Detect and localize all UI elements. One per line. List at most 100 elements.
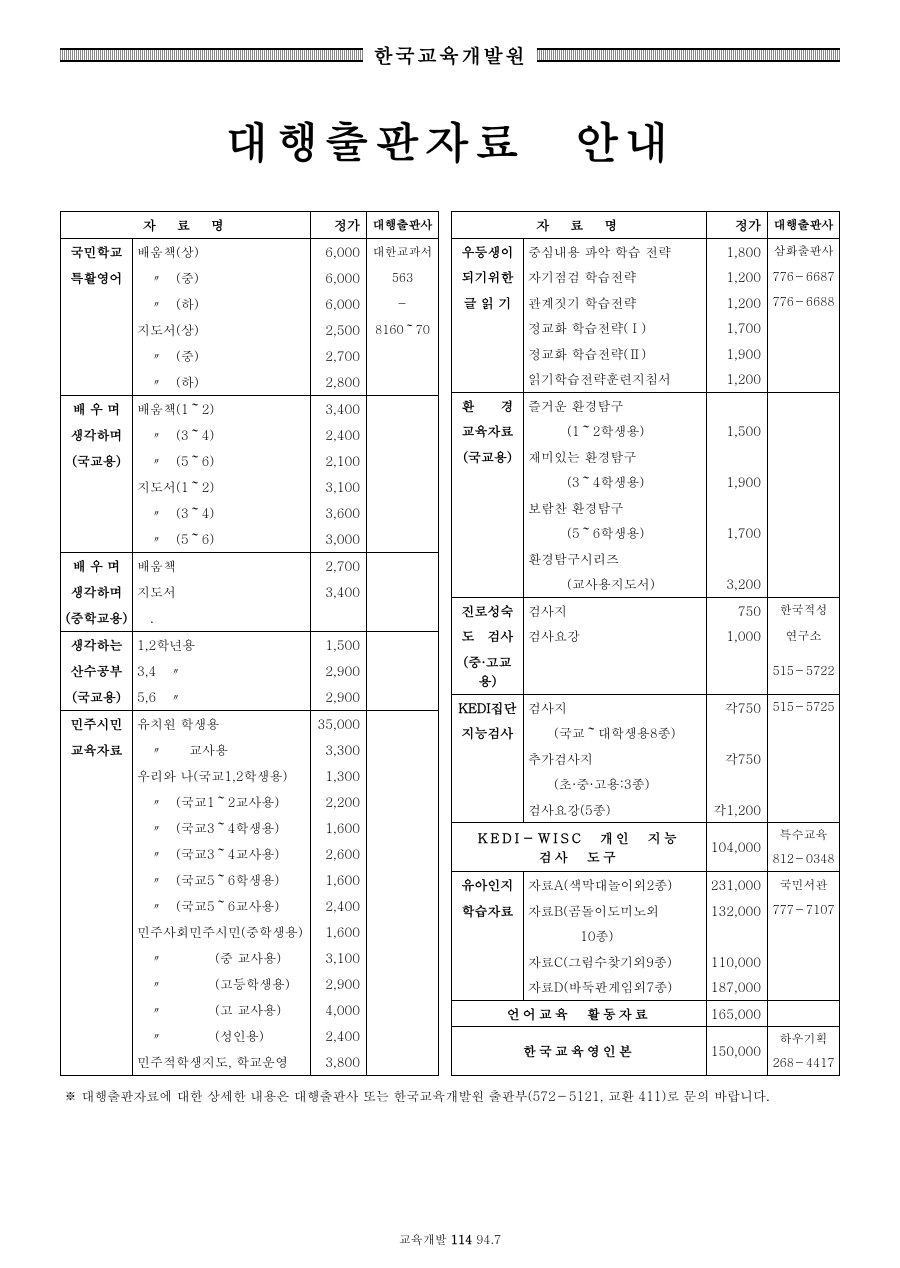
category-cell bbox=[61, 474, 133, 500]
category-cell: 배 우 며 bbox=[61, 395, 133, 422]
table-row: 자료C(그림수찾기외9종)110,000 bbox=[452, 949, 840, 975]
merged-title-cell: 언어교육 활동자료 bbox=[452, 1000, 707, 1027]
table-row: 〃 (성인용)2,400 bbox=[61, 1023, 439, 1049]
publisher-cell bbox=[768, 495, 840, 521]
category-cell bbox=[61, 919, 133, 945]
publisher-cell bbox=[367, 474, 439, 500]
table-row: 〃 (중 교사용)3,100 bbox=[61, 945, 439, 971]
item-cell: 〃 (고등학생용) bbox=[133, 971, 311, 997]
price-cell: 750 bbox=[706, 597, 767, 623]
publisher-cell bbox=[768, 418, 840, 444]
item-cell: 검사지 bbox=[524, 694, 707, 720]
category-cell: 생각하며 bbox=[61, 579, 133, 605]
item-cell: 〃 (하) bbox=[133, 291, 311, 317]
item-cell: (초·중·고용:3종) bbox=[524, 771, 707, 797]
price-cell: 6,000 bbox=[311, 265, 367, 291]
publisher-cell bbox=[367, 552, 439, 579]
publisher-cell bbox=[367, 658, 439, 684]
table-row: 민주사회민주시민(중학생용)1,600 bbox=[61, 919, 439, 945]
publisher-cell: 국민서관 bbox=[768, 872, 840, 898]
price-cell: 3,400 bbox=[311, 579, 367, 605]
publisher-cell: 268－4417 bbox=[768, 1051, 840, 1076]
price-cell: 2,200 bbox=[311, 789, 367, 815]
category-cell: 되기위한 bbox=[452, 264, 524, 290]
price-cell: 1,300 bbox=[311, 763, 367, 789]
item-cell: 자료D(바둑판게임외7종) bbox=[524, 974, 707, 1000]
item-cell: 10종) bbox=[524, 923, 707, 949]
item-cell: 재미있는 환경탐구 bbox=[524, 444, 707, 470]
price-cell: 3,200 bbox=[706, 571, 767, 597]
publisher-cell bbox=[367, 1049, 439, 1076]
header-band: 한국교육개발원 bbox=[60, 40, 840, 69]
table-row: 〃 (고등학생용)2,900 bbox=[61, 971, 439, 997]
category-cell bbox=[452, 746, 524, 772]
th-name: 자 료 명 bbox=[452, 212, 707, 239]
category-cell: 교육자료 bbox=[61, 737, 133, 763]
price-cell: 1,200 bbox=[706, 366, 767, 392]
publisher-cell: 777－7107 bbox=[768, 898, 840, 924]
category-cell: 우등생이 bbox=[452, 238, 524, 264]
category-cell bbox=[61, 945, 133, 971]
price-cell: 6,000 bbox=[311, 291, 367, 317]
table-row: 검사요강(5종)각1,200 bbox=[452, 797, 840, 823]
table-row: 지도서(1～2)3,100 bbox=[61, 474, 439, 500]
category-cell: 지능검사 bbox=[452, 720, 524, 746]
table-row: (초·중·고용:3종) bbox=[452, 771, 840, 797]
category-cell bbox=[61, 369, 133, 396]
table-row: 글 읽 기관계짓기 학습전략1,200776－6688 bbox=[452, 290, 840, 316]
item-cell: 지도서(상) bbox=[133, 317, 311, 343]
category-cell bbox=[452, 315, 524, 341]
item-cell: 〃 (하) bbox=[133, 369, 311, 396]
item-cell: 3,4 〃 bbox=[133, 658, 311, 684]
table-row: 특활영어 〃 (중)6,000563 bbox=[61, 265, 439, 291]
price-cell: 각750 bbox=[706, 694, 767, 720]
table-row: 보람찬 환경탐구 bbox=[452, 495, 840, 521]
table-row: 우등생이중심내용 파악 학습 전략1,800삼화출판사 bbox=[452, 238, 840, 264]
table-row: 배 우 며배움책(1～2)3,400 bbox=[61, 395, 439, 422]
table-row: 언어교육 활동자료165,000 bbox=[452, 1000, 840, 1027]
table-row: (3～4학생용)1,900 bbox=[452, 469, 840, 495]
item-cell: 〃 (성인용) bbox=[133, 1023, 311, 1049]
item-cell: (국교～대학생용8종) bbox=[524, 720, 707, 746]
publisher-cell bbox=[367, 763, 439, 789]
table-row: 산수공부3,4 〃2,900 bbox=[61, 658, 439, 684]
item-cell: 민주사회민주시민(중학생용) bbox=[133, 919, 311, 945]
price-cell: 1,900 bbox=[706, 341, 767, 367]
item-cell: 읽기학습전략훈련지침서 bbox=[524, 366, 707, 392]
table-row: (국교용)재미있는 환경탐구 bbox=[452, 444, 840, 470]
item-cell: 〃 교사용 bbox=[133, 737, 311, 763]
item-cell: 〃 (3～4) bbox=[133, 422, 311, 448]
table-row: 도 검사검사요강1,000연구소 bbox=[452, 623, 840, 649]
category-cell: 교육자료 bbox=[452, 418, 524, 444]
price-cell: 2,800 bbox=[311, 369, 367, 396]
item-cell: 배움책(상) bbox=[133, 238, 311, 265]
publisher-cell bbox=[367, 579, 439, 605]
category-cell: 학습자료 bbox=[452, 898, 524, 924]
merged-title-cell: KEDI－WISC 개인 지능검사 도구 bbox=[452, 823, 707, 872]
publisher-cell bbox=[768, 341, 840, 367]
publisher-cell: 대한교과서 bbox=[367, 238, 439, 265]
table-row: 진로성숙검사지750한국적성 bbox=[452, 597, 840, 623]
table-row: 한국교육영인본150,000하우기획 bbox=[452, 1027, 840, 1052]
item-cell: 〃 (중 교사용) bbox=[133, 945, 311, 971]
price-cell: 4,000 bbox=[311, 997, 367, 1023]
category-cell: 글 읽 기 bbox=[452, 290, 524, 316]
item-cell: 배움책(1～2) bbox=[133, 395, 311, 422]
item-cell: 자료C(그림수찾기외9종) bbox=[524, 949, 707, 975]
item-cell: 〃 (국교5～6교사용) bbox=[133, 893, 311, 919]
publisher-cell bbox=[367, 815, 439, 841]
category-cell: (중·고교용) bbox=[452, 649, 524, 695]
table-row: 민주시민유치원 학생용35,000 bbox=[61, 710, 439, 737]
item-cell: 〃 (국교1～2교사용) bbox=[133, 789, 311, 815]
item-cell: 민주적학생지도, 학교운영 bbox=[133, 1049, 311, 1076]
price-cell: 3,800 bbox=[311, 1049, 367, 1076]
category-cell bbox=[61, 500, 133, 526]
price-cell bbox=[706, 546, 767, 572]
category-cell: (국교용) bbox=[61, 448, 133, 474]
price-cell: 187,000 bbox=[706, 974, 767, 1000]
price-cell: 1,900 bbox=[706, 469, 767, 495]
publisher-cell bbox=[367, 1023, 439, 1049]
price-cell: 1,700 bbox=[706, 315, 767, 341]
price-cell: 2,400 bbox=[311, 422, 367, 448]
table-row: 〃 (하)2,800 bbox=[61, 369, 439, 396]
